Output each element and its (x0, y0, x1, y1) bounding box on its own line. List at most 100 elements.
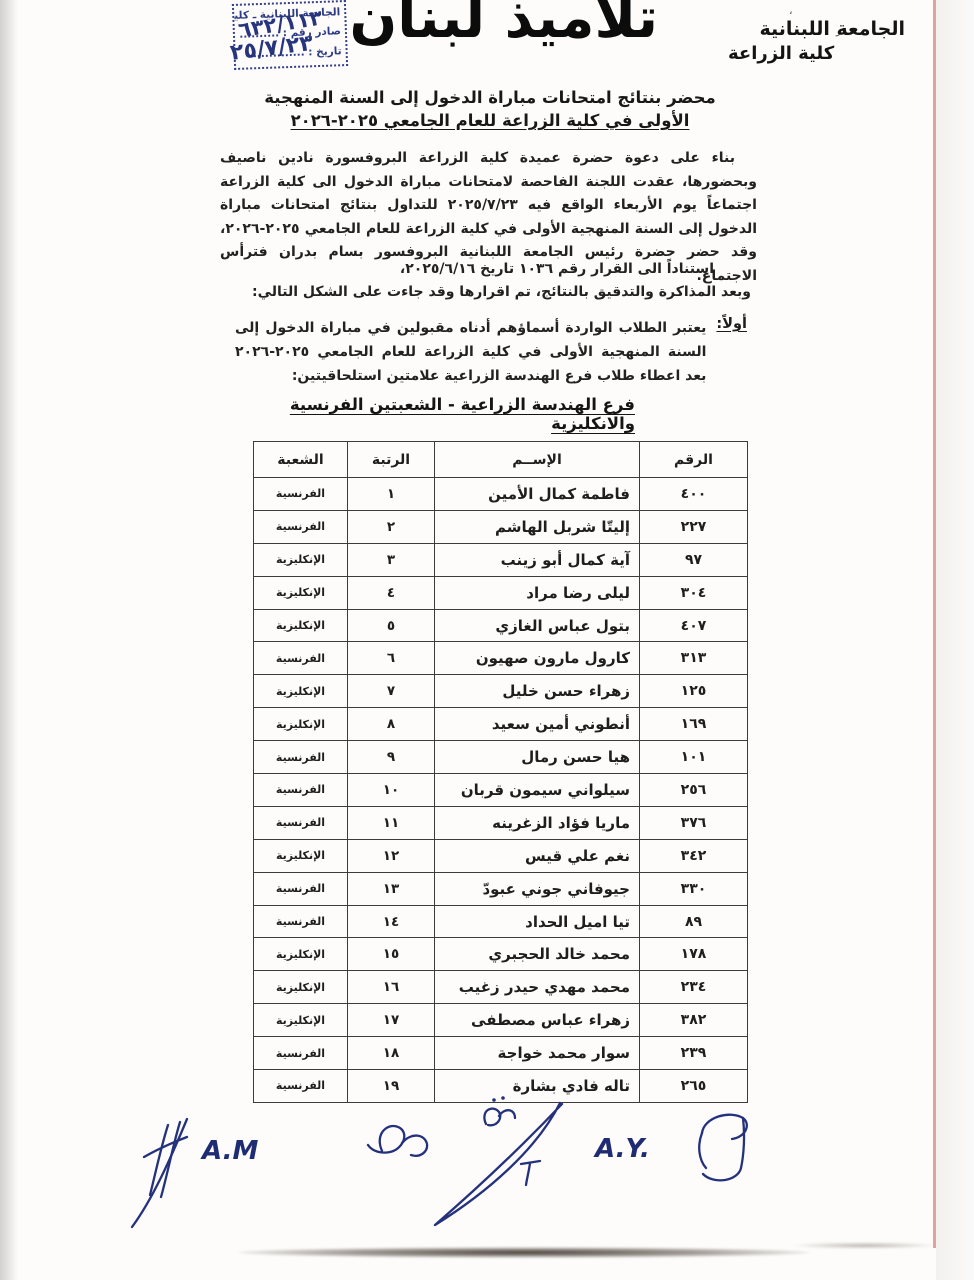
candidate-section: الإنكليزية (253, 1003, 348, 1038)
signature-4 (698, 1113, 748, 1182)
candidate-name: ليلى رضا مراد (434, 575, 640, 610)
document-title-line2: الأولى في كلية الزراعة للعام الجامعي ٢٠٢… (290, 111, 690, 130)
candidate-rank: ١٣ (347, 871, 435, 906)
scan-speck: ر (836, 24, 842, 37)
result-row: ٣٧٦ ماريا فؤاد الزغرينه ١١ الفرنسية (253, 805, 748, 840)
candidate-number: ١٧٨ (639, 937, 748, 972)
candidate-name: أنطوني أمين سعيد (434, 707, 640, 742)
candidate-name: زهراء عباس مصطفى (434, 1003, 640, 1038)
result-row: ١٠١ هيا حسن رمال ٩ الفرنسية (253, 740, 748, 775)
candidate-name: ماريا فؤاد الزغرينه (434, 805, 640, 840)
document-title: محضر بنتائج امتحانات مباراة الدخول إلى ا… (240, 86, 740, 132)
candidate-rank: ٦ (347, 641, 435, 676)
candidate-name: سيلواني سيمون قربان (434, 773, 640, 807)
candidate-rank: ١٩ (347, 1069, 435, 1103)
candidate-section: الفرنسية (253, 1036, 348, 1071)
candidate-number: ٢٣٩ (639, 1036, 748, 1071)
candidate-section: الإنكليزية (253, 575, 348, 610)
result-row: ٣١٣ كارول مارون صهيون ٦ الفرنسية (253, 641, 748, 676)
candidate-number: ٢٦٥ (639, 1069, 748, 1103)
result-row: ٣٤٢ نغم علي قيس ١٢ الإنكليزية (253, 838, 748, 873)
letterhead-faculty: كلية الزراعة (728, 43, 835, 64)
scan-right-margin (936, 0, 974, 1280)
candidate-number: ٣١٣ (639, 641, 748, 676)
candidate-number: ١٠١ (639, 740, 748, 775)
candidate-rank: ١٥ (347, 937, 435, 972)
candidate-section: الفرنسية (253, 740, 348, 775)
candidate-name: تاله فادي بشارة (434, 1069, 640, 1103)
candidate-section: الفرنسية (253, 904, 348, 939)
candidate-name: إليتّا شربل الهاشم (434, 509, 640, 544)
candidate-name: كارول مارون صهيون (434, 641, 640, 676)
candidate-rank: ٩ (347, 740, 435, 775)
candidate-rank: ٧ (347, 674, 435, 709)
section-heading: فرع الهندسة الزراعية - الشعبتين الفرنسية… (289, 395, 635, 433)
decision-reference-line: استناداً الى القرار رقم ١٠٣٦ تاريخ ٢٠٢٥/… (399, 261, 714, 277)
candidate-number: ٣٣٠ (639, 871, 748, 906)
candidate-number: ٢٥٦ (639, 773, 748, 807)
candidate-name: بتول عباس الغازي (434, 608, 640, 643)
result-row: ٤٠٠ فاطمة كمال الأمين ١ الفرنسية (253, 477, 748, 511)
candidate-name: آية كمال أبو زينب (434, 542, 640, 577)
result-row: ٣٠٤ ليلى رضا مراد ٤ الإنكليزية (253, 575, 748, 610)
candidate-section: الإنكليزية (253, 674, 348, 709)
first-item: أولاً: يعتبر الطلاب الواردة أسماؤهم أدنا… (235, 316, 747, 388)
candidate-rank: ٥ (347, 608, 435, 643)
review-line: وبعد المذاكرة والتدقيق بالنتائج، تم اقرا… (251, 284, 751, 300)
candidate-number: ٤٠٧ (639, 608, 748, 643)
candidate-name: سوار محمد خواجة (434, 1036, 640, 1071)
candidate-number: ٤٠٠ (639, 477, 748, 511)
candidate-section: الإنكليزية (253, 838, 348, 873)
candidate-rank: ٣ (347, 542, 435, 577)
candidate-rank: ١ (347, 477, 435, 511)
candidate-rank: ١٧ (347, 1003, 435, 1038)
result-row: ١٦٩ أنطوني أمين سعيد ٨ الإنكليزية (253, 707, 748, 742)
candidate-number: ٨٩ (639, 904, 748, 939)
candidate-section: الفرنسية (253, 805, 348, 840)
candidate-section: الفرنسية (253, 641, 348, 676)
candidate-name: فاطمة كمال الأمين (434, 477, 640, 511)
candidate-name: نغم علي قيس (434, 838, 640, 873)
candidate-number: ٣٧٦ (639, 805, 748, 840)
first-item-text: يعتبر الطلاب الواردة أسماؤهم أدناه مقبول… (235, 320, 707, 384)
result-row: ٢٣٩ سوار محمد خواجة ١٨ الفرنسية (253, 1036, 748, 1071)
candidate-name: هيا حسن رمال (434, 740, 640, 775)
result-row: ٢٢٧ إليتّا شربل الهاشم ٢ الفرنسية (253, 509, 748, 544)
result-row: ١٢٥ زهراء حسن خليل ٧ الإنكليزية (253, 674, 748, 709)
candidate-number: ٩٧ (639, 542, 748, 577)
scan-left-edge (0, 0, 18, 1280)
result-row: ٩٧ آية كمال أبو زينب ٣ الإنكليزية (253, 542, 748, 577)
candidate-section: الإنكليزية (253, 937, 348, 972)
column-header-section: الشعبة (253, 441, 348, 478)
document-title-line1: محضر بنتائج امتحانات مباراة الدخول إلى ا… (264, 88, 716, 107)
candidate-name: محمد خالد الحجبري (434, 937, 640, 972)
scan-right-edge-line (933, 0, 936, 1248)
candidate-section: الفرنسية (253, 773, 348, 807)
result-row: ٤٠٧ بتول عباس الغازي ٥ الإنكليزية (253, 608, 748, 643)
candidate-rank: ١٨ (347, 1036, 435, 1071)
scan-bottom-shadow-right (790, 1242, 940, 1249)
column-header-rank: الرتبة (347, 441, 435, 478)
column-header-name: الإســم (434, 441, 640, 478)
candidate-section: الفرنسية (253, 871, 348, 906)
candidate-number: ٢٣٤ (639, 970, 748, 1005)
signature-2 (366, 1124, 429, 1157)
first-item-marker: أولاً: (716, 316, 747, 332)
result-row: ٣٣٠ جيوفاني جوني عبودّ ١٣ الفرنسية (253, 871, 748, 906)
signature-initials-am: A.M (200, 1136, 258, 1166)
candidate-name: زهراء حسن خليل (434, 674, 640, 709)
result-row: ٢٦٥ تاله فادي بشارة ١٩ الفرنسية (253, 1069, 748, 1103)
candidate-name: تيا اميل الحداد (434, 904, 640, 939)
candidate-rank: ٤ (347, 575, 435, 610)
intro-paragraph: بناء على دعوة حضرة عميدة كلية الزراعة ال… (220, 150, 757, 284)
scan-speck: ، (789, 4, 793, 17)
signatures-area: A.M A.Y. (130, 1096, 748, 1229)
candidate-number: ١٦٩ (639, 707, 748, 742)
candidate-section: الإنكليزية (253, 608, 348, 643)
candidate-number: ١٢٥ (639, 674, 748, 709)
watermark-text: تلاميذ لبنان (349, 0, 659, 51)
candidate-rank: ٢ (347, 509, 435, 544)
signature-1 (130, 1117, 189, 1229)
signature-3 (433, 1096, 564, 1227)
